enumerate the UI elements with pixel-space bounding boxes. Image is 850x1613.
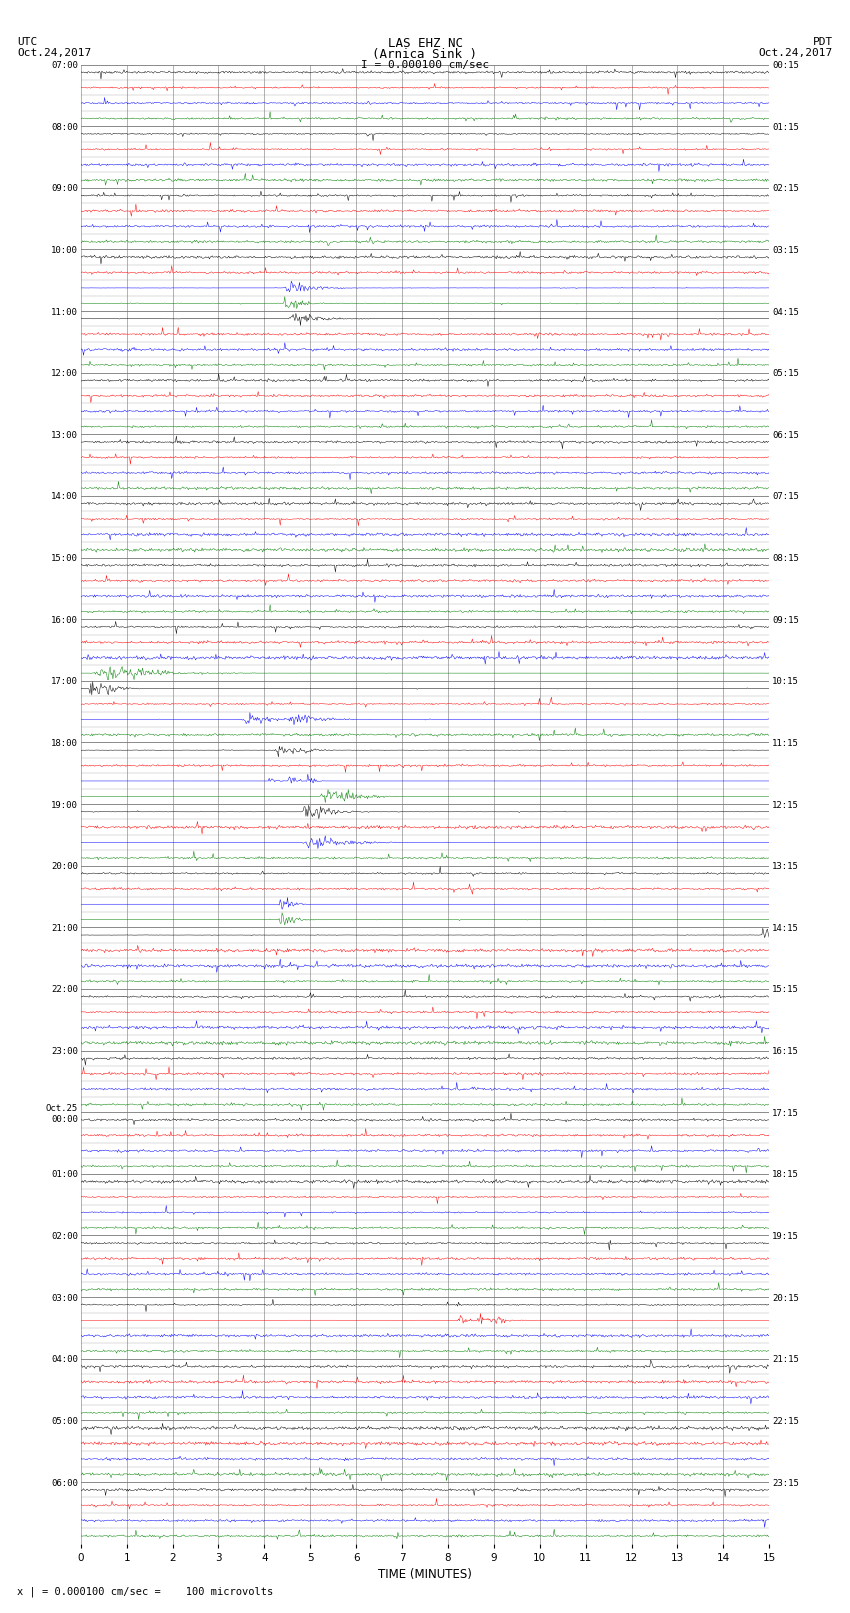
Text: Oct.24,2017: Oct.24,2017 xyxy=(759,48,833,58)
Text: PDT: PDT xyxy=(813,37,833,47)
Text: I = 0.000100 cm/sec: I = 0.000100 cm/sec xyxy=(361,60,489,69)
Text: x | = 0.000100 cm/sec =    100 microvolts: x | = 0.000100 cm/sec = 100 microvolts xyxy=(17,1586,273,1597)
Text: Oct.24,2017: Oct.24,2017 xyxy=(17,48,91,58)
X-axis label: TIME (MINUTES): TIME (MINUTES) xyxy=(378,1568,472,1581)
Text: UTC: UTC xyxy=(17,37,37,47)
Text: LAS EHZ NC: LAS EHZ NC xyxy=(388,37,462,50)
Text: (Arnica Sink ): (Arnica Sink ) xyxy=(372,48,478,61)
